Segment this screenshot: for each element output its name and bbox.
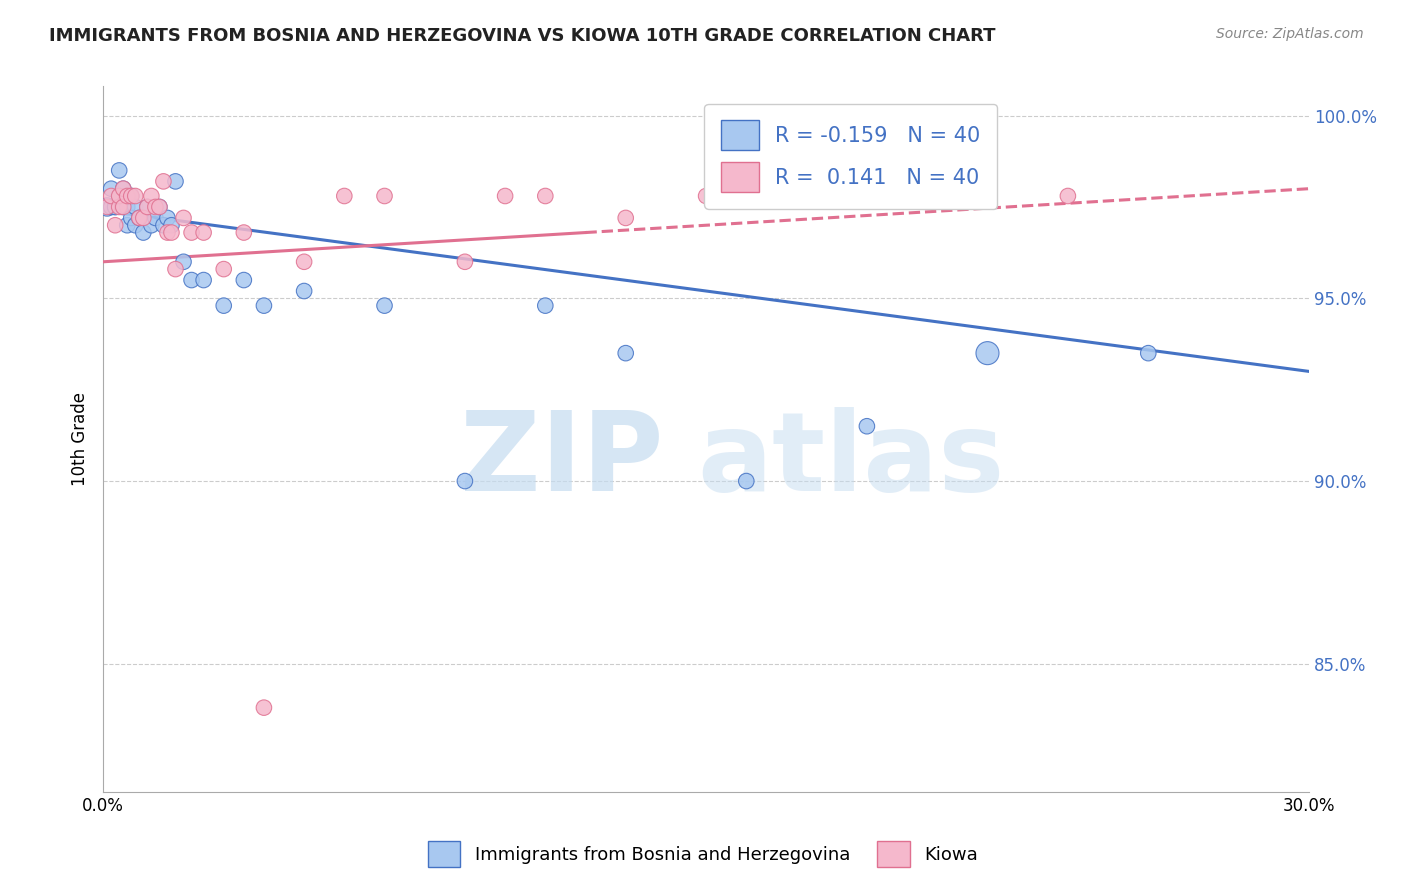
Point	[253, 700, 276, 714]
Point	[856, 189, 879, 203]
Point	[108, 200, 131, 214]
Point	[735, 474, 758, 488]
Point	[124, 219, 146, 233]
Point	[148, 200, 170, 214]
Point	[104, 200, 127, 214]
Point	[193, 273, 215, 287]
Point	[124, 189, 146, 203]
Point	[117, 189, 139, 203]
Point	[614, 346, 637, 360]
Point	[534, 189, 557, 203]
Point	[173, 254, 195, 268]
Point	[695, 189, 717, 203]
Point	[145, 200, 167, 214]
Point	[117, 219, 139, 233]
Point	[152, 219, 174, 233]
Point	[180, 226, 202, 240]
Point	[120, 189, 142, 203]
Point	[145, 211, 167, 225]
Text: Source: ZipAtlas.com: Source: ZipAtlas.com	[1216, 27, 1364, 41]
Point	[96, 200, 118, 214]
Point	[373, 189, 395, 203]
Point	[976, 189, 998, 203]
Point	[253, 299, 276, 313]
Point	[454, 474, 477, 488]
Point	[454, 254, 477, 268]
Point	[193, 226, 215, 240]
Point	[108, 189, 131, 203]
Text: atlas: atlas	[697, 407, 1004, 514]
Point	[124, 200, 146, 214]
Point	[132, 211, 155, 225]
Point	[104, 219, 127, 233]
Point	[160, 219, 183, 233]
Point	[165, 262, 187, 277]
Point	[136, 200, 159, 214]
Point	[173, 211, 195, 225]
Point	[292, 254, 315, 268]
Legend: R = -0.159   N = 40, R =  0.141   N = 40: R = -0.159 N = 40, R = 0.141 N = 40	[704, 103, 997, 209]
Point	[132, 226, 155, 240]
Point	[156, 226, 179, 240]
Point	[373, 299, 395, 313]
Point	[100, 182, 122, 196]
Point	[333, 189, 356, 203]
Point	[180, 273, 202, 287]
Text: ZIP: ZIP	[460, 407, 664, 514]
Point	[212, 262, 235, 277]
Point	[128, 211, 150, 225]
Point	[232, 273, 254, 287]
Legend: Immigrants from Bosnia and Herzegovina, Kiowa: Immigrants from Bosnia and Herzegovina, …	[420, 834, 986, 874]
Point	[232, 226, 254, 240]
Point	[156, 211, 179, 225]
Point	[614, 211, 637, 225]
Point	[735, 189, 758, 203]
Point	[96, 200, 118, 214]
Point	[212, 299, 235, 313]
Point	[494, 189, 516, 203]
Point	[112, 182, 135, 196]
Point	[117, 200, 139, 214]
Point	[120, 211, 142, 225]
Point	[292, 284, 315, 298]
Point	[775, 189, 797, 203]
Point	[112, 200, 135, 214]
Point	[141, 189, 163, 203]
Point	[148, 200, 170, 214]
Point	[1057, 189, 1080, 203]
Point	[152, 174, 174, 188]
Point	[112, 200, 135, 214]
Point	[1137, 346, 1160, 360]
Point	[108, 163, 131, 178]
Point	[534, 299, 557, 313]
Point	[100, 189, 122, 203]
Point	[128, 211, 150, 225]
Point	[160, 226, 183, 240]
Text: IMMIGRANTS FROM BOSNIA AND HERZEGOVINA VS KIOWA 10TH GRADE CORRELATION CHART: IMMIGRANTS FROM BOSNIA AND HERZEGOVINA V…	[49, 27, 995, 45]
Point	[141, 219, 163, 233]
Point	[856, 419, 879, 434]
Y-axis label: 10th Grade: 10th Grade	[72, 392, 89, 486]
Point	[100, 200, 122, 214]
Point	[108, 189, 131, 203]
Point	[976, 346, 998, 360]
Point	[136, 200, 159, 214]
Point	[896, 189, 918, 203]
Point	[165, 174, 187, 188]
Point	[112, 182, 135, 196]
Point	[120, 189, 142, 203]
Point	[104, 200, 127, 214]
